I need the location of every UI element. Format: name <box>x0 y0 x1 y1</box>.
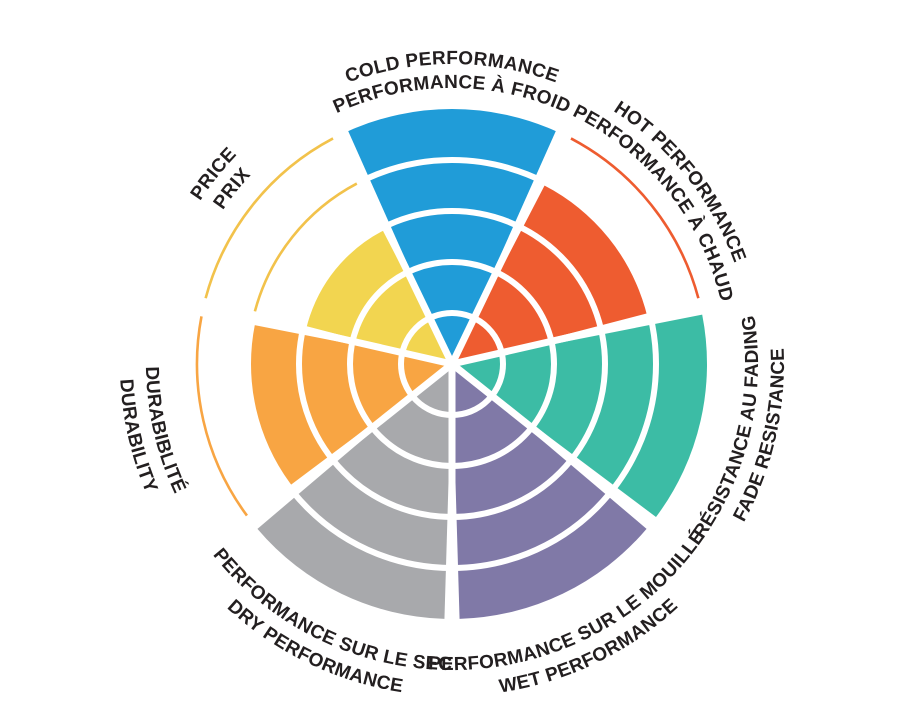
sector-divider-spoke <box>246 361 455 529</box>
sector-dry-performance-wedge <box>257 364 452 619</box>
sector-divider-spoke <box>448 128 568 366</box>
sector-divider-spoke <box>449 361 658 529</box>
sector-cold-performance-wedge <box>348 108 556 364</box>
sector-wet-performance-wedge <box>452 364 647 619</box>
sector-divider-spoke <box>197 302 453 368</box>
sector-fade-resistance-wedge <box>452 314 708 518</box>
sector-hot-performance-outline-ring-5 <box>570 137 700 299</box>
sector-divider-spoke <box>336 128 456 366</box>
sector-price-outline-ring-5 <box>204 137 334 299</box>
sector-divider-spoke <box>451 302 707 368</box>
sector-durability-outline-ring-5 <box>195 316 248 517</box>
sector-price-outline-ring-4 <box>253 182 358 312</box>
